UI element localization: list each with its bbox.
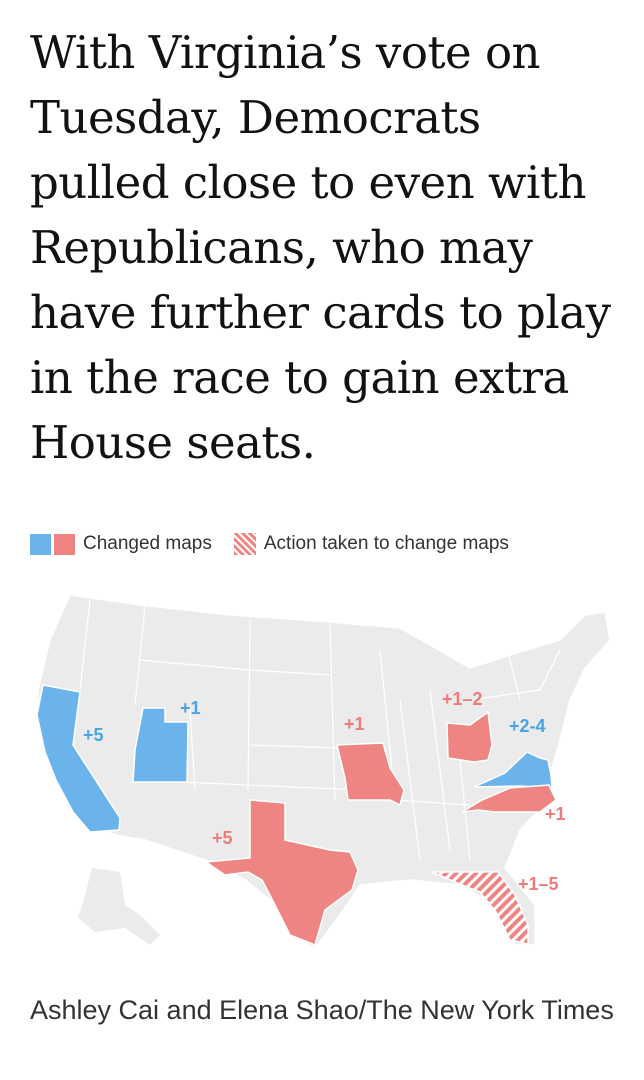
us-base-shape <box>37 594 611 949</box>
state-utah <box>132 707 189 783</box>
state-california <box>36 684 121 833</box>
state-north-carolina <box>461 784 557 813</box>
credit: Ashley Cai and Elena Shao/The New York T… <box>30 995 614 1025</box>
label-north-carolina: +1 <box>545 804 566 824</box>
label-ohio: +1–2 <box>442 689 483 709</box>
alaska-shape <box>78 868 160 945</box>
label-texas: +5 <box>212 828 233 848</box>
state-texas <box>203 799 359 947</box>
legend-action-label: Action taken to change maps <box>263 533 509 554</box>
us-map: +5 +1 +5 +1 +1–2 +2-4 +1 +1–5 <box>36 594 611 949</box>
legend: Changed maps Action taken to change maps <box>30 531 509 557</box>
label-virginia: +2-4 <box>509 716 546 736</box>
legend-swatch-hatched <box>233 533 256 555</box>
label-california: +5 <box>83 725 104 745</box>
state-florida <box>431 871 529 945</box>
headline: With Virginia’s vote on Tuesday, Democra… <box>30 26 611 469</box>
legend-changed-label: Changed maps <box>83 533 212 554</box>
state-missouri <box>336 742 405 807</box>
label-missouri: +1 <box>344 714 365 734</box>
label-utah: +1 <box>180 698 201 718</box>
legend-swatch-republican <box>54 533 75 555</box>
label-florida: +1–5 <box>518 874 559 894</box>
state-ohio <box>446 710 493 763</box>
legend-swatch-democratic <box>30 533 51 555</box>
